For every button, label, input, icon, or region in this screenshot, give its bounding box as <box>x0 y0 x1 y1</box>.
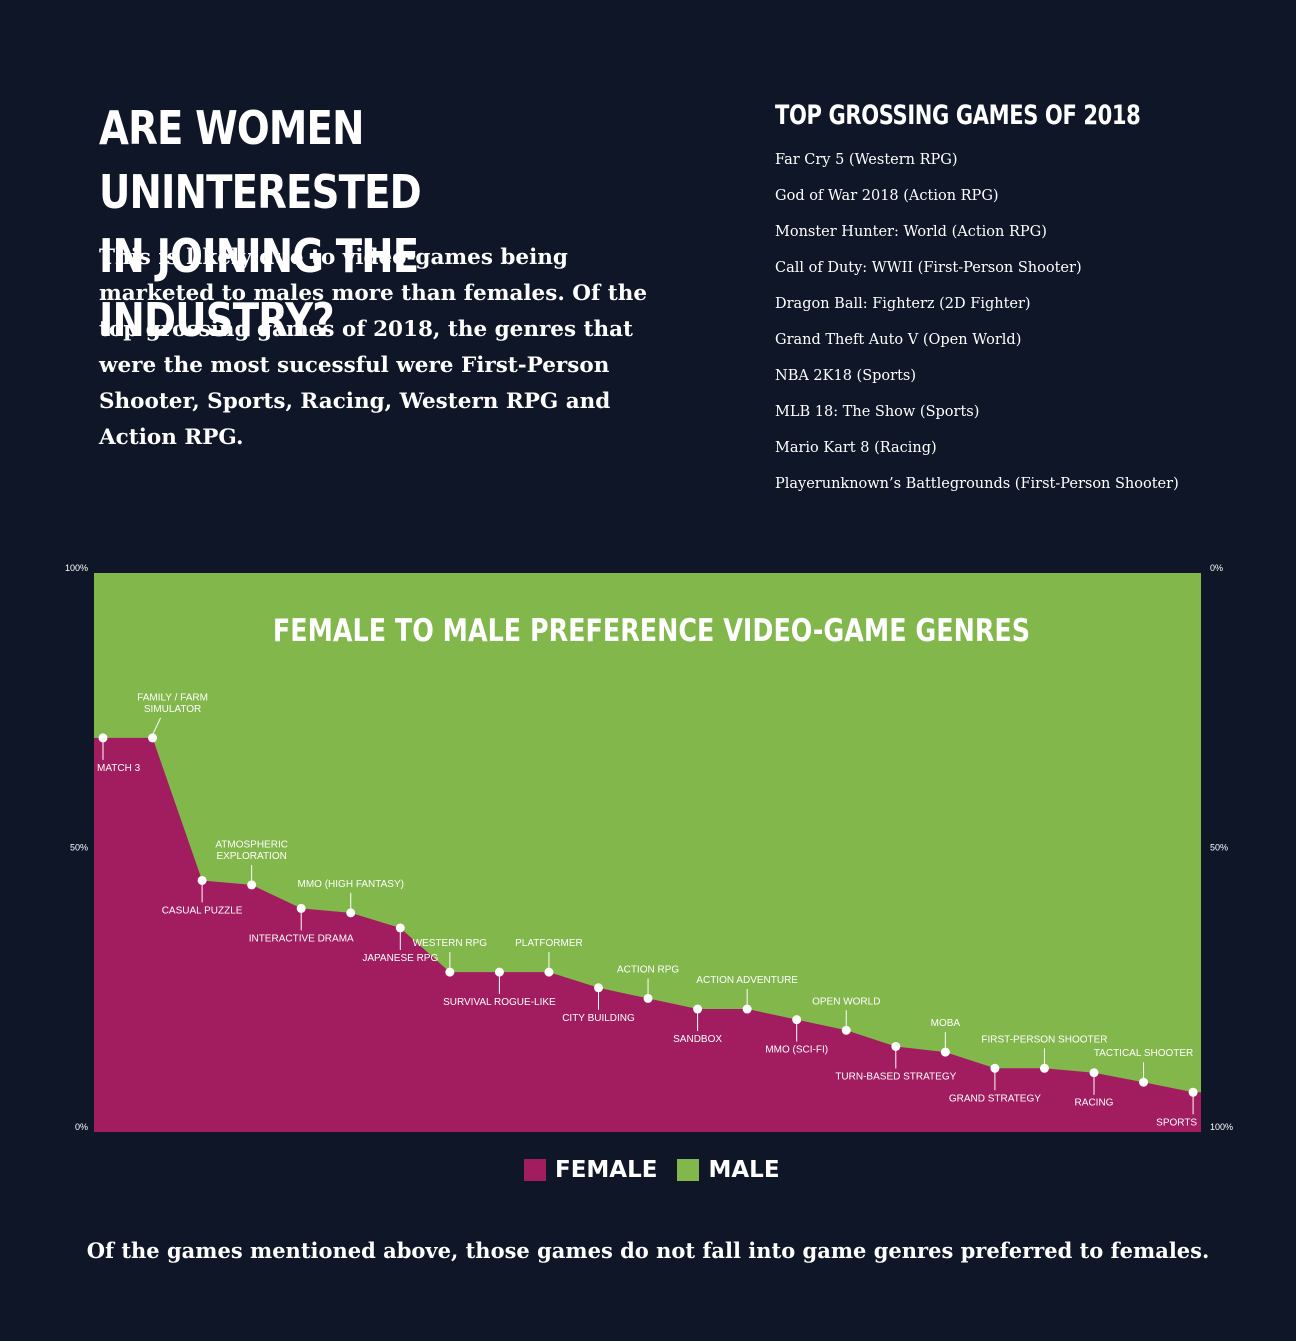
point-label: ACTION RPG <box>617 964 679 975</box>
right-axis-tick: 100% <box>1210 1122 1233 1132</box>
data-point <box>940 1047 950 1057</box>
data-point <box>1039 1063 1049 1073</box>
data-point <box>990 1063 1000 1073</box>
point-label: OPEN WORLD <box>812 996 880 1007</box>
legend-label-male: MALE <box>708 1157 780 1183</box>
legend-swatch-male <box>677 1159 700 1181</box>
point-label: MATCH 3 <box>97 763 141 774</box>
data-point <box>98 733 108 743</box>
point-label: FAMILY / FARM <box>137 692 208 703</box>
genre-preference-chart: 100% 50% 0% 0% 50% 100% FEMALE TO MALE PREFERE… <box>0 540 1296 1180</box>
legend-item-female: FEMALE <box>524 1157 657 1183</box>
point-label: RACING <box>1075 1098 1114 1109</box>
data-point <box>1139 1077 1149 1087</box>
data-point <box>594 983 603 993</box>
data-point <box>247 880 257 890</box>
top-game-item: Call of Duty: WWII (First-Person Shooter… <box>775 260 1082 276</box>
point-label: TACTICAL SHOOTER <box>1094 1048 1193 1059</box>
left-axis-tick: 0% <box>75 1122 88 1132</box>
data-point <box>792 1015 802 1025</box>
point-label: TURN-BASED STRATEGY <box>835 1071 956 1082</box>
intro-paragraph: This is likely due to video-games being … <box>99 245 648 450</box>
data-point <box>346 908 356 918</box>
point-label: ACTION ADVENTURE <box>696 975 798 986</box>
data-point <box>693 1004 703 1014</box>
top-game-item: Dragon Ball: Fighterz (2D Fighter) <box>775 296 1031 312</box>
chart-svg: 100% 50% 0% 0% 50% 100% FEMALE TO MALE PREFERE… <box>65 563 1233 1132</box>
point-label: CASUAL PUZZLE <box>162 905 243 916</box>
point-label: SURVIVAL ROGUE-LIKE <box>443 997 556 1008</box>
point-label: PLATFORMER <box>515 938 583 949</box>
legend-swatch-female <box>524 1159 546 1181</box>
top-game-item: MLB 18: The Show (Sports) <box>775 404 980 420</box>
legend-label-female: FEMALE <box>555 1157 658 1183</box>
data-point <box>1089 1068 1099 1078</box>
label-leader-line <box>152 717 162 736</box>
point-label: ATMOSPHERIC <box>215 839 288 850</box>
data-point <box>742 1004 752 1014</box>
data-point <box>841 1025 851 1035</box>
left-axis-tick: 50% <box>70 843 88 853</box>
female-area <box>94 737 1201 1132</box>
point-label: GRAND STRATEGY <box>949 1093 1041 1104</box>
point-label: FIRST-PERSON SHOOTER <box>981 1034 1107 1045</box>
top-games-title: TOP GROSSING GAMES OF 2018 <box>775 100 1141 131</box>
top-game-item: Far Cry 5 (Western RPG) <box>775 152 958 168</box>
point-label: CITY BUILDING <box>562 1013 635 1024</box>
point-label: SANDBOX <box>673 1034 722 1045</box>
heading-line-2: IN JOINING THE INDUSTRY? <box>99 229 419 347</box>
top-games-list: Far Cry 5 (Western RPG) God of War 2018 … <box>775 148 1179 508</box>
point-label: INTERACTIVE DRAMA <box>249 933 354 944</box>
right-axis-tick: 50% <box>1210 843 1228 853</box>
point-label: MMO (SCI-FI) <box>765 1045 828 1056</box>
data-point <box>395 923 405 933</box>
heading-line-1: ARE WOMEN UNINTERESTED <box>99 101 422 219</box>
point-label: MMO (HIGH FANTASY) <box>298 879 404 890</box>
top-game-item: Playerunknown’s Battlegrounds (First-Per… <box>775 476 1179 492</box>
data-point <box>494 967 504 977</box>
left-axis-tick: 100% <box>65 563 88 573</box>
point-label: WESTERN RPG <box>413 938 488 949</box>
point-label: EXPLORATION <box>216 851 286 862</box>
point-label: JAPANESE RPG <box>362 953 438 964</box>
top-game-item: Monster Hunter: World (Action RPG) <box>775 224 1047 240</box>
point-label: SIMULATOR <box>144 704 201 715</box>
top-game-item: NBA 2K18 (Sports) <box>775 368 916 384</box>
data-point <box>445 967 455 977</box>
data-point <box>1188 1087 1198 1097</box>
right-axis-tick: 0% <box>1210 563 1223 573</box>
data-point <box>197 875 207 885</box>
data-point <box>296 903 306 913</box>
data-point <box>643 993 653 1003</box>
data-point <box>544 967 554 977</box>
footer-note: Of the games mentioned above, those game… <box>86 1238 1210 1263</box>
data-point <box>148 733 158 743</box>
page-heading: ARE WOMEN UNINTERESTED IN JOINING THE IN… <box>99 96 569 352</box>
top-game-item: Mario Kart 8 (Racing) <box>775 440 937 456</box>
chart-title: FEMALE TO MALE PREFERENCE VIDEO-GAME GEN… <box>273 613 1030 649</box>
data-point <box>891 1041 901 1051</box>
point-label: SPORTS <box>1156 1117 1197 1128</box>
chart-legend: FEMALE MALE <box>524 1157 800 1183</box>
top-game-item: Grand Theft Auto V (Open World) <box>775 332 1022 348</box>
top-game-item: God of War 2018 (Action RPG) <box>775 188 999 204</box>
legend-item-male: MALE <box>677 1157 780 1183</box>
point-label: MOBA <box>931 1018 961 1029</box>
